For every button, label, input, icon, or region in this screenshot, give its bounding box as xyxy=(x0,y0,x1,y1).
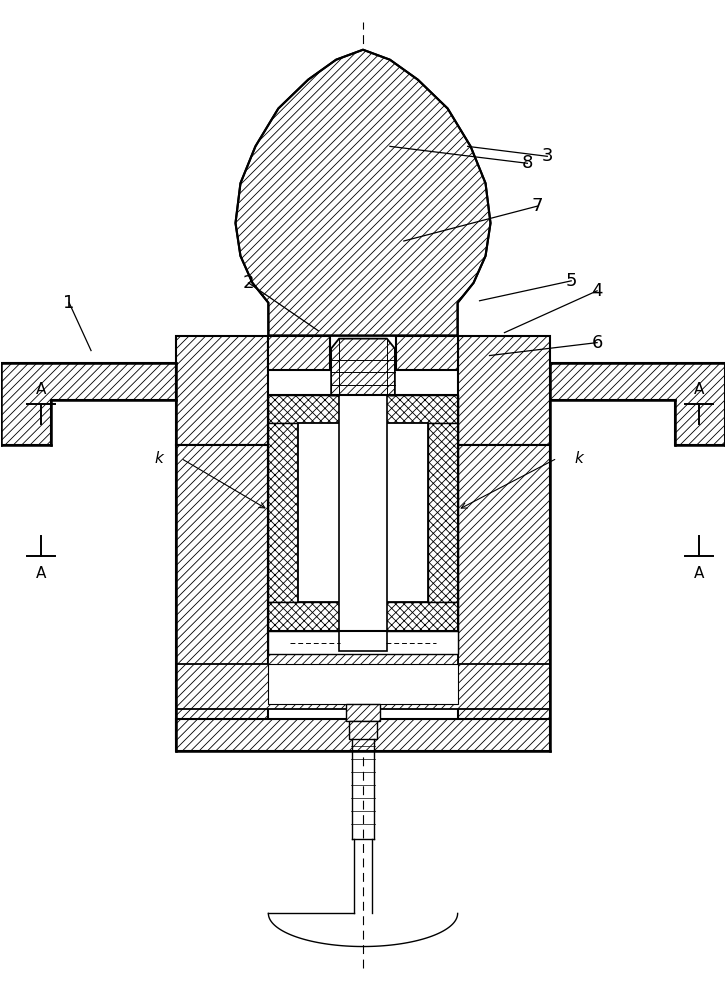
Text: 6: 6 xyxy=(592,334,603,352)
Bar xyxy=(269,631,457,654)
Polygon shape xyxy=(269,602,457,631)
Bar xyxy=(339,395,387,651)
Bar xyxy=(269,395,457,631)
Text: 7: 7 xyxy=(531,197,543,215)
Polygon shape xyxy=(457,336,550,445)
Polygon shape xyxy=(396,336,457,370)
Text: 3: 3 xyxy=(542,147,553,165)
Polygon shape xyxy=(428,423,457,602)
Text: 8: 8 xyxy=(522,154,533,172)
Polygon shape xyxy=(269,395,457,423)
Polygon shape xyxy=(269,631,298,654)
Polygon shape xyxy=(176,445,269,739)
Polygon shape xyxy=(428,631,457,654)
Text: A: A xyxy=(36,566,46,581)
Text: 2: 2 xyxy=(242,274,254,292)
Polygon shape xyxy=(1,363,176,445)
Polygon shape xyxy=(550,363,725,445)
Polygon shape xyxy=(346,704,380,721)
Text: k: k xyxy=(155,451,163,466)
Polygon shape xyxy=(331,339,395,395)
Polygon shape xyxy=(176,336,269,445)
Text: 5: 5 xyxy=(566,272,577,290)
Polygon shape xyxy=(349,721,377,739)
Text: A: A xyxy=(693,382,704,397)
Text: k: k xyxy=(575,451,584,466)
Polygon shape xyxy=(457,445,550,739)
Text: 1: 1 xyxy=(63,294,75,312)
Bar xyxy=(269,664,457,704)
Polygon shape xyxy=(269,423,298,602)
Polygon shape xyxy=(176,654,550,709)
Polygon shape xyxy=(176,719,550,751)
Polygon shape xyxy=(269,336,330,370)
Text: 4: 4 xyxy=(592,282,603,300)
Bar xyxy=(298,423,428,602)
Text: A: A xyxy=(693,566,704,581)
Text: A: A xyxy=(36,382,46,397)
Polygon shape xyxy=(235,50,491,336)
